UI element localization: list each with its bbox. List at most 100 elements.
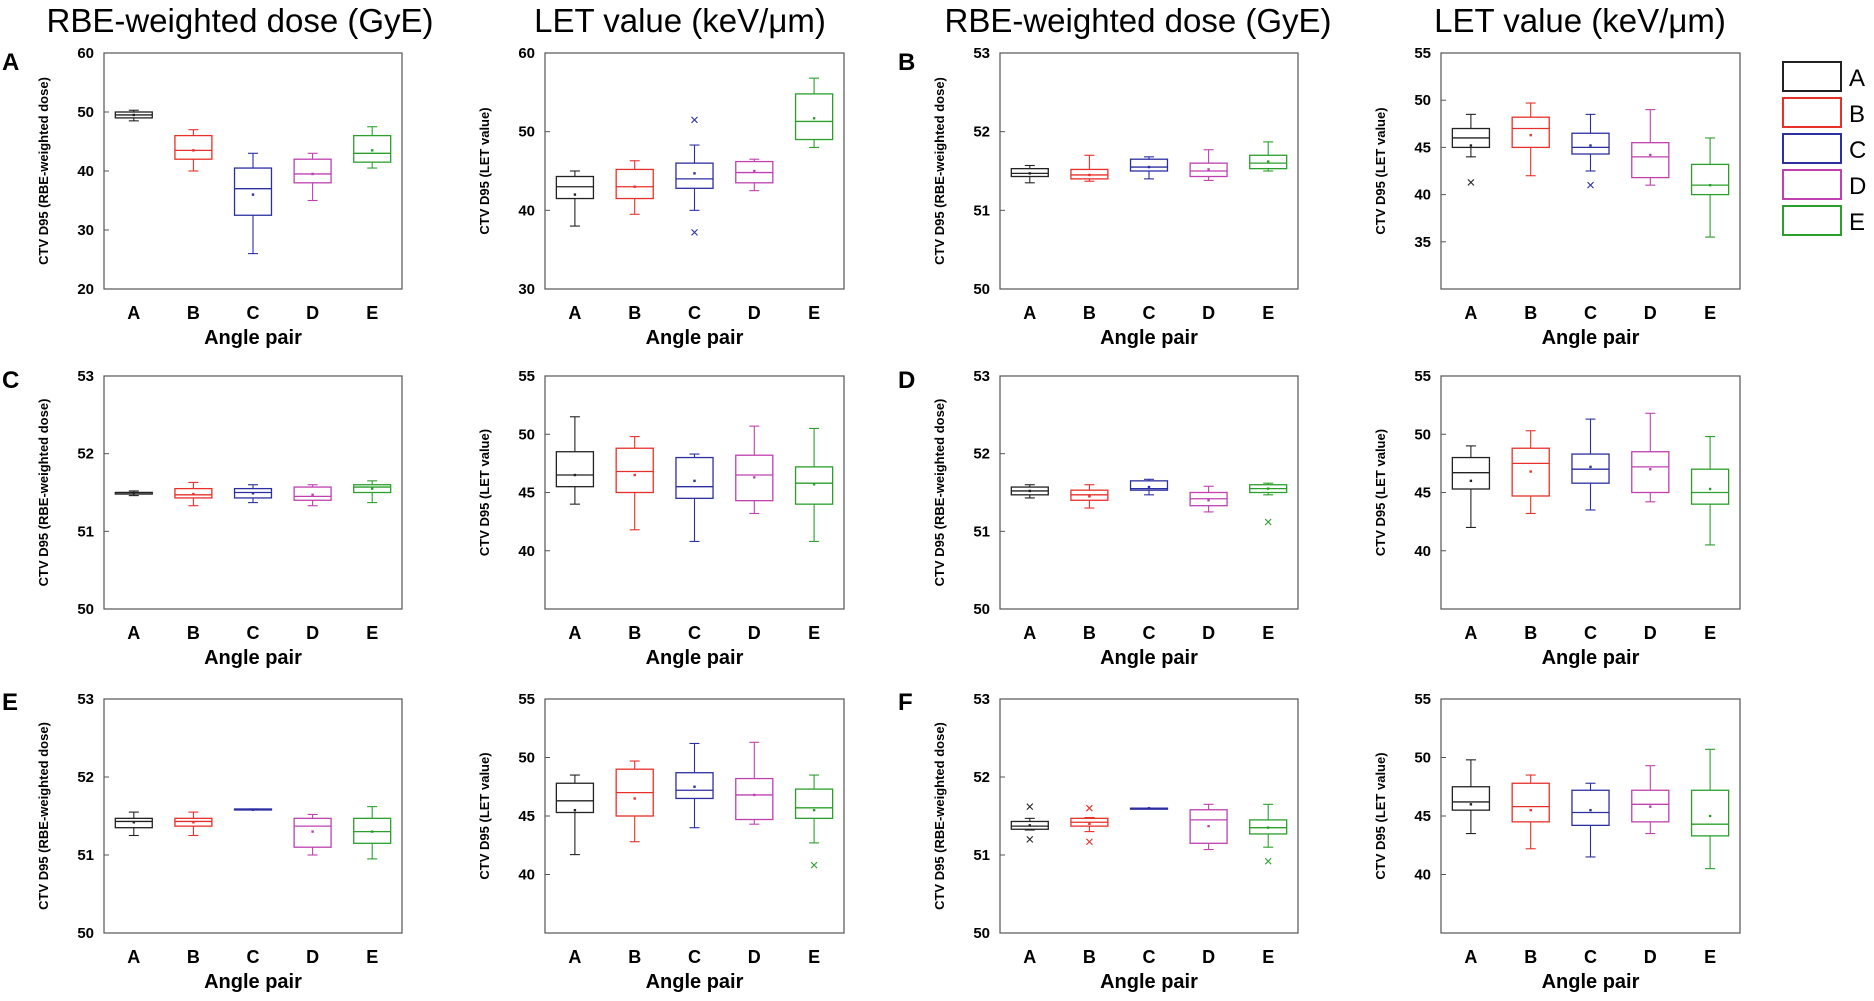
mean-marker — [1589, 144, 1592, 147]
iqr-box — [615, 447, 654, 494]
box-a — [114, 490, 153, 497]
mean-marker — [1147, 485, 1151, 489]
y-tick-label: 52 — [77, 446, 94, 463]
x-category-label: B — [628, 303, 641, 323]
box-b — [1070, 154, 1109, 182]
x-category-label: E — [1262, 947, 1274, 967]
plot-frame — [999, 375, 1299, 610]
y-tick-label: 50 — [973, 281, 990, 298]
y-tick-label: 60 — [77, 45, 94, 62]
y-tick-label: 50 — [973, 601, 990, 618]
y-tick-label: 40 — [1414, 543, 1431, 560]
legend-item-b: B — [1782, 97, 1865, 128]
mean-marker — [1469, 803, 1473, 806]
panel-letter: F — [898, 689, 913, 716]
x-category-label: D — [1202, 303, 1215, 323]
box-b — [1511, 774, 1550, 850]
mean-marker — [1649, 468, 1652, 471]
y-tick-label: 40 — [1414, 187, 1431, 204]
mean-marker — [311, 830, 314, 833]
x-category-label: D — [306, 623, 319, 643]
y-tick-label: 50 — [1414, 92, 1431, 109]
box-c — [1571, 113, 1610, 189]
y-axis-label: CTV D95 (LET value) — [477, 429, 492, 556]
x-category-label: C — [247, 947, 260, 967]
box-c — [233, 484, 273, 504]
box-a — [1010, 803, 1049, 843]
mean-marker — [1649, 805, 1652, 808]
y-tick-label: 50 — [77, 601, 94, 618]
mean-marker — [1088, 822, 1091, 825]
chart-panel-e-let: 40 45 50 55 CTV D95 (LET value) A B C D E Angle pa… — [477, 691, 845, 993]
iqr-box — [615, 168, 654, 200]
x-category-label: D — [748, 947, 761, 967]
mean-marker — [812, 117, 816, 120]
y-tick-label: 50 — [77, 925, 94, 942]
x-category-label: E — [1704, 303, 1716, 323]
box-d — [293, 484, 332, 507]
mean-marker — [633, 473, 636, 477]
x-axis-label: Angle pair — [1100, 327, 1198, 349]
iqr-box — [1571, 132, 1610, 155]
x-category-label: B — [187, 947, 200, 967]
y-tick-label: 40 — [518, 867, 535, 884]
box-e — [1690, 436, 1730, 546]
iqr-box — [1631, 789, 1670, 823]
x-category-label: A — [1464, 947, 1477, 967]
x-category-label: E — [366, 303, 378, 323]
chart-panel-f-let: 40 45 50 55 CTV D95 (LET value) A B C D E Angle pa… — [1373, 691, 1741, 993]
x-axis-label: Angle pair — [1100, 971, 1198, 993]
x-category-label: C — [247, 623, 260, 643]
x-category-label: B — [187, 623, 200, 643]
panel-letter: D — [898, 367, 915, 394]
x-category-label: D — [1644, 303, 1657, 323]
mean-marker — [132, 113, 135, 117]
box-a — [1010, 164, 1049, 184]
mean-marker — [251, 808, 255, 811]
x-category-label: A — [1023, 947, 1036, 967]
box-d — [735, 158, 774, 192]
legend-label: B — [1849, 101, 1865, 128]
mean-marker — [192, 149, 195, 152]
mean-marker — [1529, 470, 1532, 473]
iqr-box — [1129, 158, 1169, 172]
y-tick-label: 55 — [518, 368, 535, 385]
box-a — [1451, 113, 1491, 186]
box-c — [675, 742, 714, 829]
x-category-label: C — [688, 947, 701, 967]
iqr-box — [794, 93, 834, 141]
legend-swatch — [1782, 97, 1842, 128]
y-axis-label: CTV D95 (LET value) — [1373, 107, 1388, 234]
box-c — [675, 453, 714, 542]
box-b — [1070, 484, 1109, 509]
legend-item-d: D — [1782, 169, 1866, 200]
iqr-box — [555, 175, 595, 200]
mean-marker — [1469, 479, 1473, 483]
box-a — [1451, 445, 1491, 529]
mean-marker — [1708, 183, 1712, 187]
mean-marker — [633, 797, 636, 800]
x-category-label: D — [306, 303, 319, 323]
x-category-label: A — [1023, 303, 1036, 323]
mean-marker — [1147, 165, 1151, 169]
x-category-label: D — [748, 303, 761, 323]
y-tick-label: 55 — [1414, 45, 1431, 62]
mean-marker — [1649, 153, 1652, 157]
box-d — [1631, 109, 1670, 186]
y-tick-label: 50 — [518, 124, 535, 141]
y-tick-label: 20 — [77, 281, 94, 298]
box-b — [1511, 102, 1550, 177]
y-tick-label: 50 — [1414, 750, 1431, 767]
mean-marker — [573, 473, 577, 477]
iqr-box — [1571, 789, 1610, 827]
iqr-box — [353, 134, 392, 163]
mean-marker — [812, 808, 816, 812]
outlier-marker — [691, 228, 698, 236]
x-category-label: E — [366, 947, 378, 967]
y-axis-label: CTV D95 (RBE-weighted dose) — [932, 77, 947, 265]
box-a — [555, 774, 595, 856]
x-axis-label: Angle pair — [204, 971, 302, 993]
y-tick-label: 50 — [518, 750, 535, 767]
